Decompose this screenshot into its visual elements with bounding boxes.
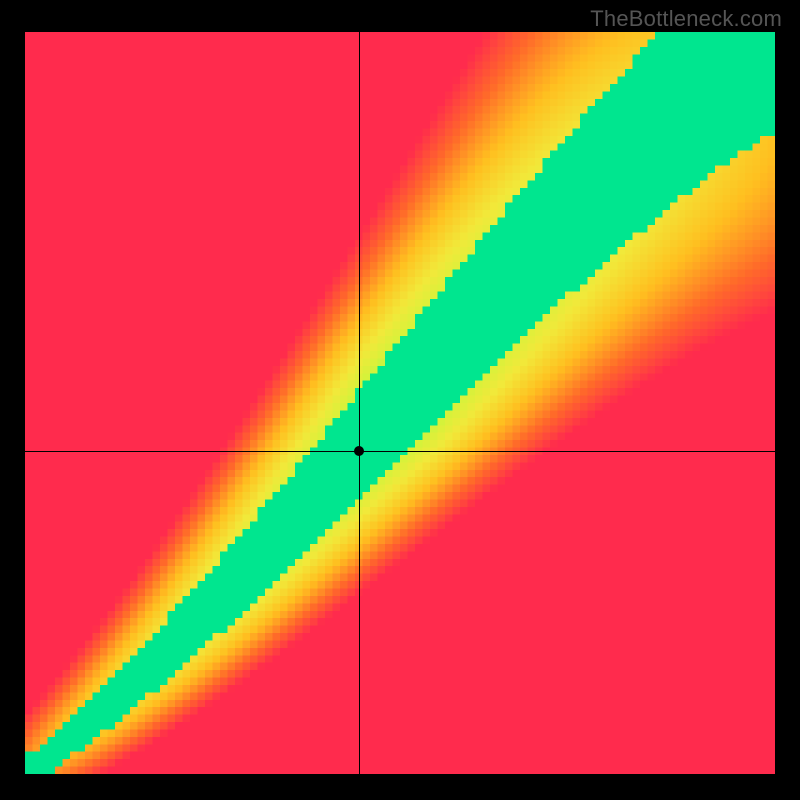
selection-marker <box>354 446 364 456</box>
plot-area <box>25 32 775 774</box>
crosshair-vertical <box>359 32 360 774</box>
watermark-text: TheBottleneck.com <box>590 6 782 32</box>
heatmap-canvas <box>25 32 775 774</box>
crosshair-horizontal <box>25 451 775 452</box>
